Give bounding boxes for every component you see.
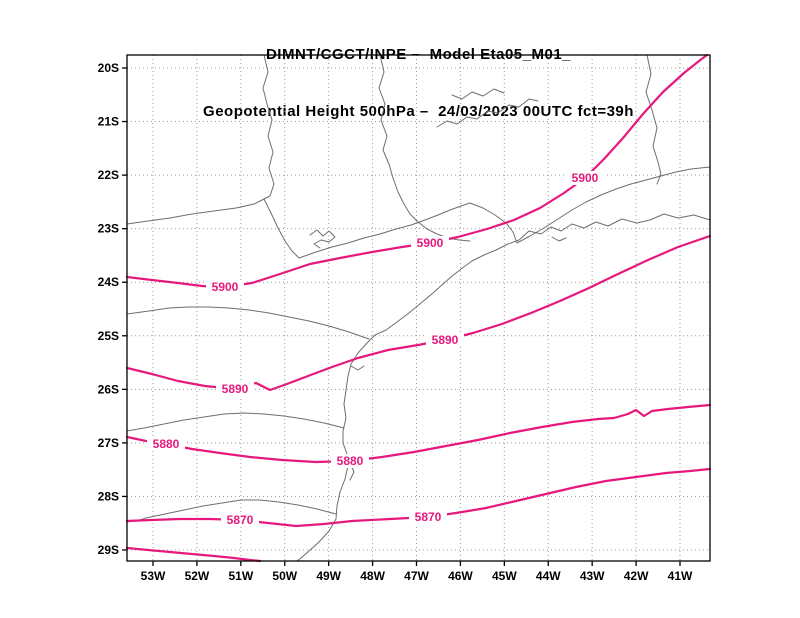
contour-label-5890: 5890 [222,382,249,396]
chart-header: DIMNT/CGCT/INPE – Model Eta05_M01_ Geopo… [127,7,710,159]
map-border-top-mid [378,54,471,242]
contour-label-box [147,437,185,451]
map-border-mg-rj [516,166,711,244]
contour-5880-path [125,403,712,464]
x-tick-label: 42W [624,569,649,583]
x-tick-label: 43W [580,569,605,583]
y-tick-label: 22S [98,168,119,182]
y-tick-label: 28S [98,489,119,503]
map-river-parana-upper [262,54,300,259]
x-tick-label: 41W [668,569,693,583]
contour-label-5900: 5900 [572,171,599,185]
x-tick-label: 44W [536,569,561,583]
contour-label-5900: 5900 [417,236,444,250]
map-border-sc-rs [126,499,337,523]
contour-lines [125,53,712,563]
x-tick-label: 53W [141,569,166,583]
plot-frame [126,54,711,562]
map-border-north [126,198,265,225]
axis-ticks [122,67,681,566]
chart-title-line2: Geopotential Height 500hPa – 24/03/2023 … [203,103,634,120]
basemap-outlines [126,54,711,562]
y-tick-label: 26S [98,382,119,396]
map-border-sp-rj [469,202,518,244]
y-tick-label: 21S [98,115,119,129]
contour-label-box [426,333,464,347]
contour-label-5880: 5880 [337,454,364,468]
contour-5860-path [125,546,262,563]
grid-lines [127,55,710,561]
contour-labels: 5900 5900 5900 5890 5890 5880 5880 5870 5870 [147,171,604,527]
x-tick-label: 45W [492,569,517,583]
contour-label-box [331,454,369,468]
x-tick-label: 46W [448,569,473,583]
contour-label-5900: 5900 [212,280,239,294]
y-tick-label: 27S [98,436,119,450]
map-border-upper-right [645,54,662,185]
contour-label-box [411,236,449,250]
x-axis-labels: 53W 52W 51W 50W 49W 48W 47W 46W 45W 44W 43W 42W 41W [141,569,693,583]
y-tick-label: 24S [98,275,119,289]
y-tick-label: 23S [98,222,119,236]
x-tick-label: 51W [228,569,253,583]
x-tick-label: 48W [360,569,385,583]
map-lake-2 [451,88,505,100]
contour-label-box [409,510,447,524]
y-axis-labels: 20S 21S 22S 23S 24S 25S 26S 27S 28S 29S [98,61,119,557]
contour-label-box [216,382,254,396]
contour-label-box [221,513,259,527]
map-lake-1 [436,98,539,128]
contour-label-box [566,171,604,185]
contour-label-box [206,280,244,294]
x-tick-label: 47W [404,569,429,583]
contour-5890-path [125,234,712,392]
x-tick-label: 50W [272,569,297,583]
map-border-pr-sc [126,412,345,432]
map-border-grande-river [298,202,471,259]
frame-rect [126,54,711,562]
y-tick-label: 25S [98,329,119,343]
map-river-knot [309,229,336,249]
x-tick-label: 49W [316,569,341,583]
map-border-parana-sp [126,306,370,340]
contour-label-5870: 5870 [415,510,442,524]
map-bay-paranagua [350,365,365,371]
x-tick-label: 52W [185,569,210,583]
contour-label-5880: 5880 [153,437,180,451]
y-tick-label: 20S [98,61,119,75]
contour-label-5870: 5870 [227,513,254,527]
map-coastline [296,213,711,562]
contour-label-5890: 5890 [432,333,459,347]
y-tick-label: 29S [98,543,119,557]
map-island-ilha-grande [551,236,567,242]
